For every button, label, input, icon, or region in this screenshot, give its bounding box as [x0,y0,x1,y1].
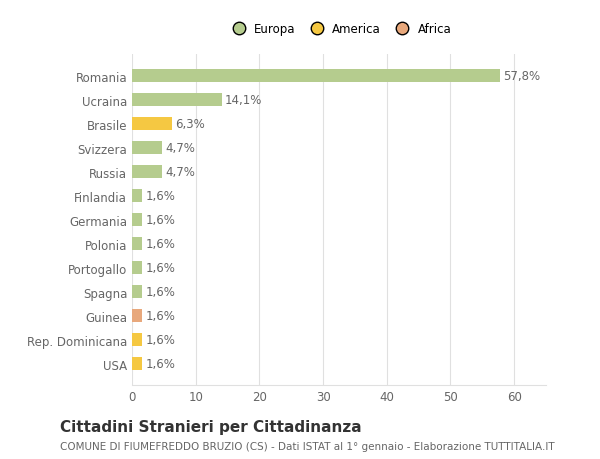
Bar [132,142,162,155]
Text: 1,6%: 1,6% [145,309,175,323]
Bar [132,238,142,251]
Bar [132,262,142,275]
Text: 1,6%: 1,6% [145,285,175,299]
Bar [132,94,222,107]
Text: 1,6%: 1,6% [145,190,175,203]
Text: 57,8%: 57,8% [503,70,541,83]
Text: 14,1%: 14,1% [225,94,262,107]
Bar [132,70,500,83]
Bar [132,309,142,323]
Bar [132,285,142,299]
Text: 1,6%: 1,6% [145,262,175,274]
Text: Cittadini Stranieri per Cittadinanza: Cittadini Stranieri per Cittadinanza [60,419,362,434]
Bar [132,166,162,179]
Text: 1,6%: 1,6% [145,358,175,370]
Text: 1,6%: 1,6% [145,334,175,347]
Legend: Europa, America, Africa: Europa, America, Africa [222,18,456,40]
Text: COMUNE DI FIUMEFREDDO BRUZIO (CS) - Dati ISTAT al 1° gennaio - Elaborazione TUTT: COMUNE DI FIUMEFREDDO BRUZIO (CS) - Dati… [60,441,554,451]
Bar [132,214,142,227]
Bar [132,333,142,347]
Text: 1,6%: 1,6% [145,238,175,251]
Text: 4,7%: 4,7% [165,166,195,179]
Text: 4,7%: 4,7% [165,142,195,155]
Bar [132,118,172,131]
Text: 1,6%: 1,6% [145,214,175,227]
Text: 6,3%: 6,3% [175,118,205,131]
Bar [132,190,142,203]
Bar [132,358,142,370]
